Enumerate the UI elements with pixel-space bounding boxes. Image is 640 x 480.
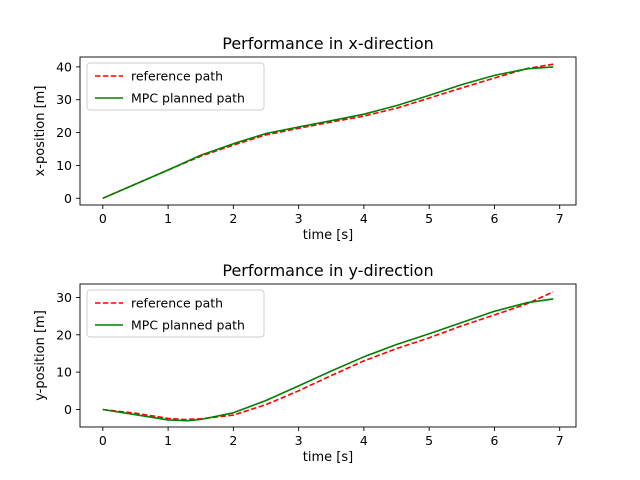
y-tick-label: 30: [56, 92, 72, 107]
y-direction-plot: Performance in y-direction 0 1 2 3 4 5 6 7 0 10 20 3…: [33, 261, 577, 465]
x-axis-label: time [s]: [303, 228, 353, 243]
series-line-mpc-planned-path: [102, 66, 554, 200]
x-tick-label: 7: [556, 211, 564, 226]
x-tick-label: 2: [229, 211, 237, 226]
x-tick-label: 0: [99, 433, 107, 448]
legend-label: reference path: [131, 69, 223, 84]
y-tick-label: 10: [56, 365, 72, 380]
y-tick-label: 0: [64, 191, 72, 206]
y-tick-label: 0: [64, 402, 72, 417]
x-tick-label: 1: [164, 433, 172, 448]
x-tick-label: 1: [164, 211, 172, 226]
y-axis-label: y-position [m]: [33, 310, 48, 401]
x-tick-label: 6: [490, 433, 498, 448]
legend: reference path MPC planned path: [86, 289, 265, 338]
x-tick-label: 7: [556, 433, 564, 448]
legend: reference path MPC planned path: [86, 62, 265, 111]
x-tick-label: 3: [295, 433, 303, 448]
chart-title: Performance in y-direction: [222, 261, 433, 280]
x-tick-label: 4: [360, 433, 368, 448]
y-tick-label: 40: [56, 59, 72, 74]
chart-title: Performance in x-direction: [222, 34, 434, 53]
x-tick-label: 5: [425, 211, 433, 226]
x-tick-label: 6: [490, 211, 498, 226]
x-tick-label: 2: [229, 433, 237, 448]
x-tick-label: 0: [99, 211, 107, 226]
x-direction-plot: Performance in x-direction 0 1 2 3 4 5 6 7 0 10 20 3…: [33, 34, 577, 243]
legend-label: reference path: [131, 296, 223, 311]
y-tick-label: 20: [56, 327, 72, 342]
legend-label: MPC planned path: [131, 91, 245, 106]
legend-label: MPC planned path: [131, 318, 245, 333]
series-line-mpc-planned-path: [102, 298, 554, 422]
legend-box: [86, 62, 265, 111]
x-tick-label: 4: [360, 211, 368, 226]
x-axis-label: time [s]: [303, 450, 353, 465]
axes-frame: [79, 283, 577, 428]
legend-box: [86, 289, 265, 338]
x-tick-label: 5: [425, 433, 433, 448]
x-tick-label: 3: [295, 211, 303, 226]
y-tick-label: 30: [56, 290, 72, 305]
axes-frame: [79, 56, 577, 206]
series-line-reference-path: [102, 291, 554, 421]
y-axis-label: x-position [m]: [33, 86, 48, 177]
y-tick-label: 20: [56, 125, 72, 140]
y-tick-label: 10: [56, 158, 72, 173]
